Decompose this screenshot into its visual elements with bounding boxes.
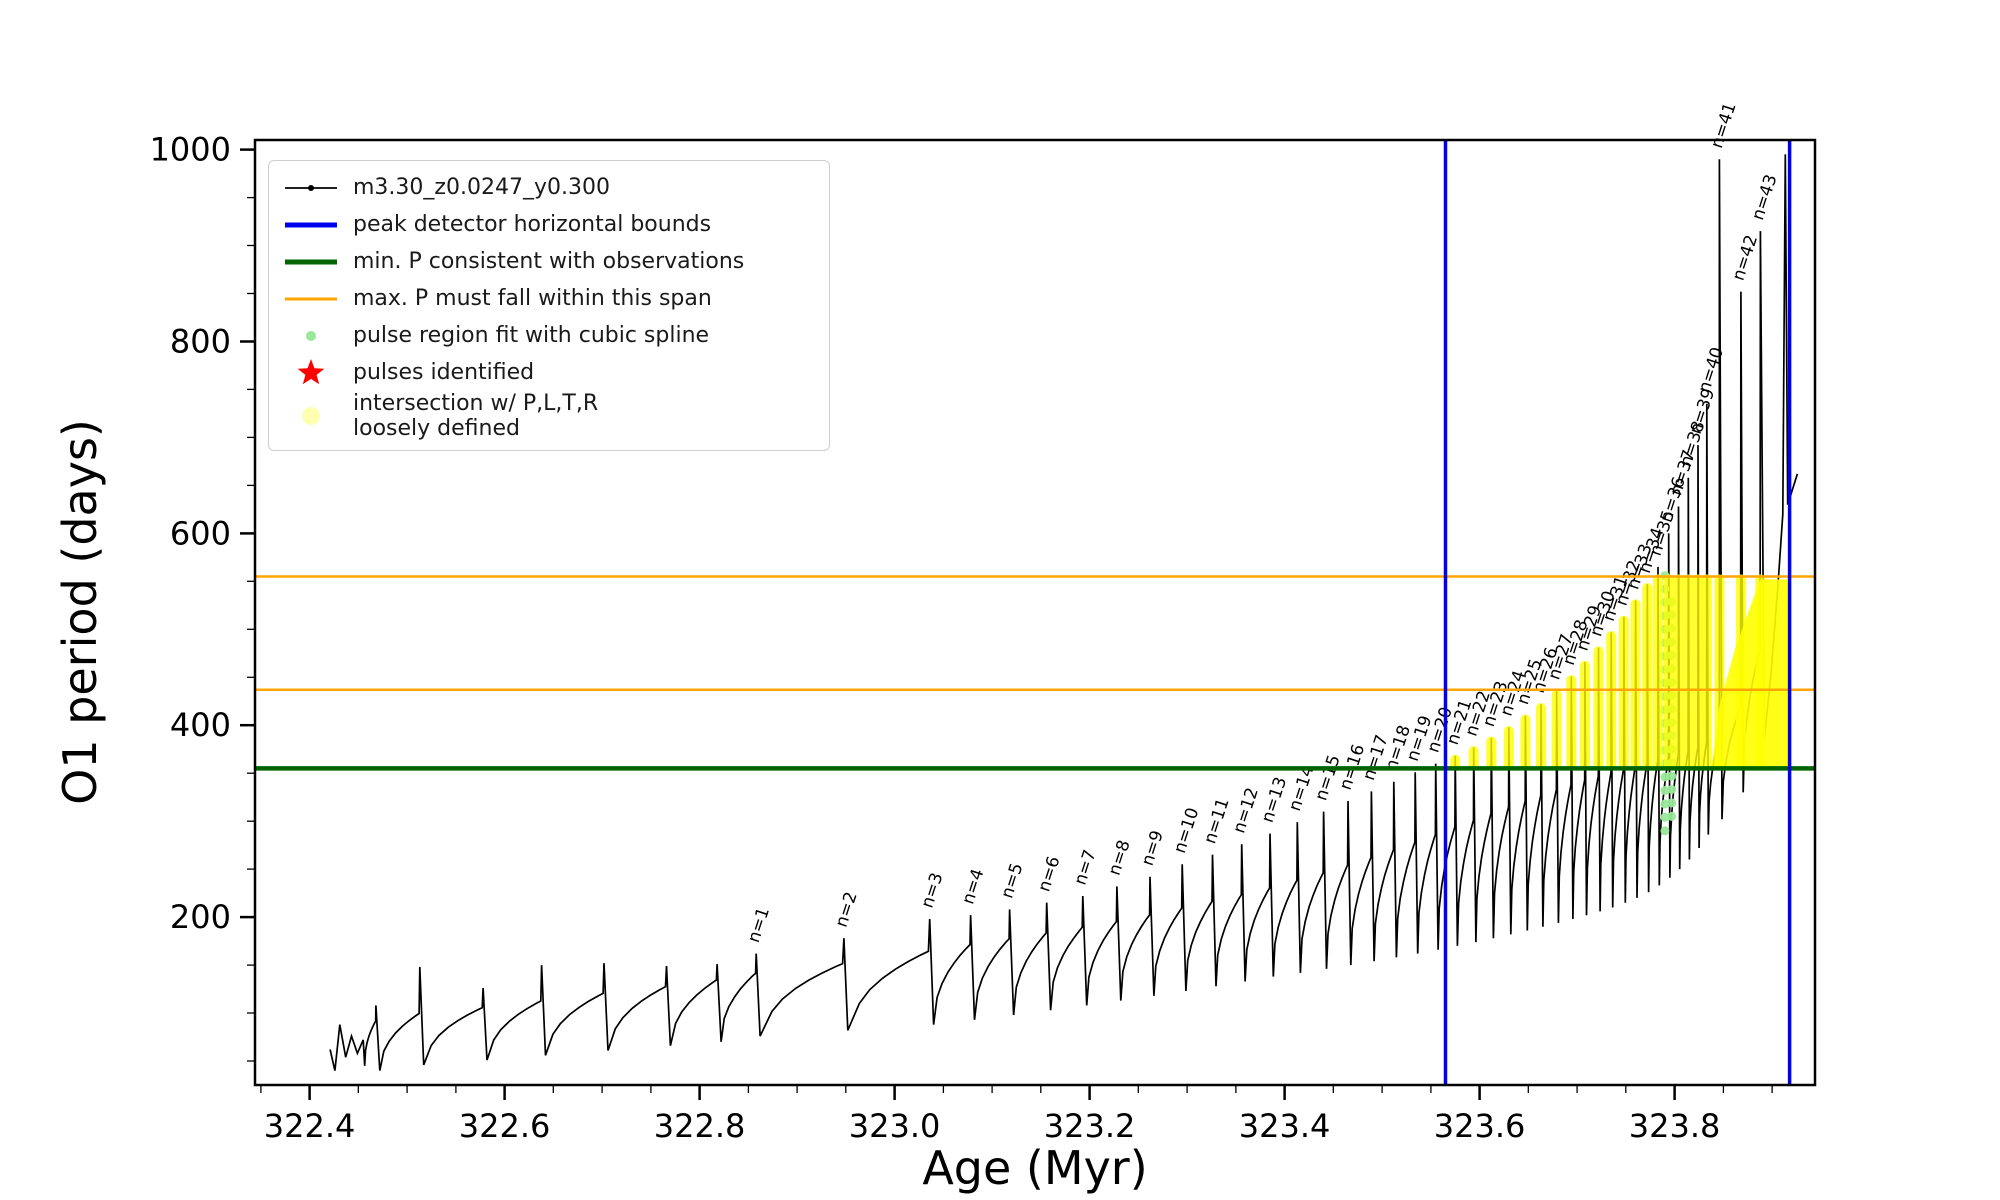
- legend-item-spline: pulse region fit with cubic spline: [281, 317, 817, 354]
- svg-text:n=9: n=9: [1138, 828, 1168, 868]
- legend-label: max. P must fall within this span: [353, 285, 712, 311]
- svg-text:323.6: 323.6: [1434, 1107, 1526, 1145]
- svg-text:400: 400: [170, 706, 231, 744]
- legend-item-pulses: pulses identified: [281, 354, 817, 391]
- svg-text:322.6: 322.6: [459, 1107, 551, 1145]
- y-axis-ticks: 200 400 600 800 1000: [150, 131, 255, 1062]
- svg-text:n=11: n=11: [1200, 796, 1233, 847]
- plot-spines: [253, 138, 1817, 1087]
- legend-label: min. P consistent with observations: [353, 248, 745, 274]
- svg-text:n=43: n=43: [1748, 172, 1781, 223]
- legend-label: intersection w/ P,L,T,R loosely defined: [353, 391, 599, 442]
- svg-text:n=3: n=3: [917, 870, 947, 910]
- svg-text:n=40: n=40: [1695, 345, 1728, 396]
- svg-text:n=41: n=41: [1707, 100, 1740, 151]
- peak-detector-bounds: [1443, 140, 1792, 1085]
- svg-text:n=39: n=39: [1686, 386, 1719, 437]
- legend-item-bounds: peak detector horizontal bounds: [281, 206, 817, 243]
- svg-text:n=1: n=1: [744, 905, 774, 945]
- legend-item-max-p: max. P must fall within this span: [281, 280, 817, 317]
- svg-text:600: 600: [170, 514, 231, 552]
- svg-text:323.8: 323.8: [1629, 1107, 1721, 1145]
- legend: m3.30_z0.0247_y0.300 peak detector horiz…: [268, 160, 830, 451]
- horizontal-reference-lines: [255, 575, 1815, 771]
- svg-text:n=5: n=5: [997, 861, 1027, 901]
- legend-label: m3.30_z0.0247_y0.300: [353, 174, 610, 200]
- orange-line-icon: [281, 286, 341, 312]
- y-axis-label: O1 period (days): [53, 419, 107, 805]
- legend-label: peak detector horizontal bounds: [353, 211, 712, 237]
- svg-text:200: 200: [170, 898, 231, 936]
- blue-line-icon: [281, 212, 341, 238]
- svg-text:n=42: n=42: [1729, 233, 1762, 284]
- x-axis-ticks: 322.4 322.6 322.8 323.0 323.2 323.4 323.6 323.8: [260, 1085, 1773, 1145]
- svg-text:1000: 1000: [150, 131, 231, 169]
- legend-item-min-p: min. P consistent with observations: [281, 243, 817, 280]
- legend-item-series: m3.30_z0.0247_y0.300: [281, 169, 817, 206]
- svg-text:n=7: n=7: [1071, 847, 1101, 887]
- svg-text:322.4: 322.4: [264, 1107, 356, 1145]
- svg-text:n=6: n=6: [1034, 854, 1064, 894]
- svg-text:323.2: 323.2: [1044, 1107, 1136, 1145]
- red-star-icon: [281, 358, 341, 388]
- green-line-icon: [281, 249, 341, 275]
- svg-text:800: 800: [170, 323, 231, 361]
- svg-text:n=13: n=13: [1258, 775, 1291, 826]
- svg-text:323.4: 323.4: [1239, 1107, 1331, 1145]
- pulse-labels: n=1 n=2 n=3 n=4 n=5 n=6 n=7 n=8 n=9 n=10n=11n=12n…: [744, 100, 1782, 945]
- svg-text:n=4: n=4: [958, 866, 988, 906]
- legend-label: pulses identified: [353, 359, 535, 385]
- x-axis-label: Age (Myr): [922, 1141, 1148, 1195]
- svg-text:n=8: n=8: [1105, 838, 1135, 878]
- svg-text:n=2: n=2: [832, 889, 862, 929]
- spline-dot-icon: [281, 323, 341, 349]
- legend-label: pulse region fit with cubic spline: [353, 322, 710, 348]
- svg-text:n=10: n=10: [1170, 805, 1203, 856]
- svg-text:322.8: 322.8: [654, 1107, 746, 1145]
- yellow-dot-icon: [281, 401, 341, 431]
- intersection-region: [1450, 574, 1790, 771]
- svg-text:323.0: 323.0: [849, 1107, 941, 1145]
- svg-text:n=12: n=12: [1229, 785, 1262, 836]
- legend-item-intersection: intersection w/ P,L,T,R loosely defined: [281, 391, 817, 442]
- main-series: [329, 154, 1799, 1071]
- series-line-icon: [281, 175, 341, 201]
